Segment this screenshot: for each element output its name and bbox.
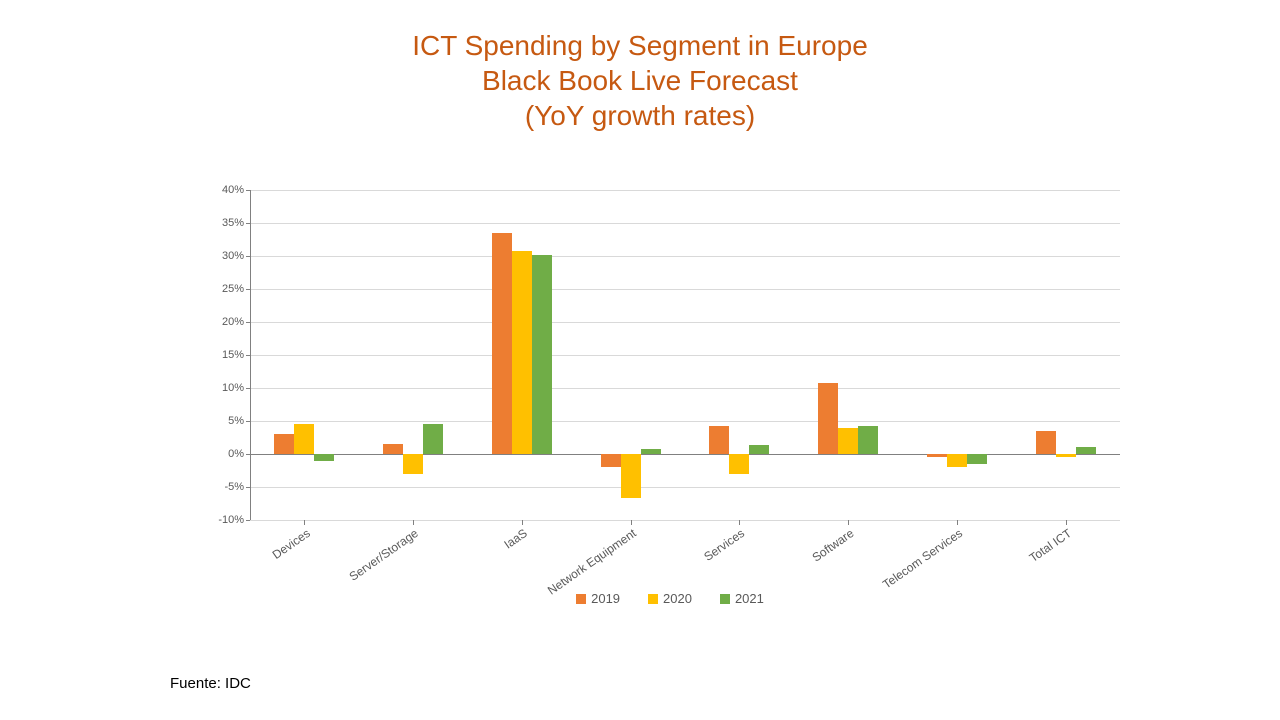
gridline — [250, 190, 1120, 191]
x-tick-mark — [1066, 520, 1067, 525]
bar — [709, 426, 729, 454]
y-tick-label: 10% — [222, 382, 250, 394]
y-tick-label: 25% — [222, 283, 250, 295]
legend-item: 2021 — [720, 590, 764, 606]
y-tick-label: -5% — [224, 481, 250, 493]
gridline — [250, 289, 1120, 290]
bar — [838, 428, 858, 454]
x-axis-label: Network Equipment — [545, 526, 639, 598]
title-line-3: (YoY growth rates) — [0, 98, 1280, 133]
gridline — [250, 487, 1120, 488]
legend-label: 2021 — [735, 591, 764, 606]
bar — [601, 454, 621, 467]
legend: 2019 2020 2021 — [200, 590, 1140, 606]
x-tick-mark — [631, 520, 632, 525]
bar — [1076, 447, 1096, 454]
bar — [512, 251, 532, 454]
gridline — [250, 223, 1120, 224]
zero-axis — [250, 454, 1120, 455]
bar — [858, 426, 878, 454]
legend-swatch — [576, 594, 586, 604]
y-tick-label: 30% — [222, 250, 250, 262]
chart-area: -10%-5%0%5%10%15%20%25%30%35%40%DevicesS… — [200, 190, 1140, 620]
x-axis-label: Services — [702, 526, 748, 564]
title-line-2: Black Book Live Forecast — [0, 63, 1280, 98]
legend-swatch — [720, 594, 730, 604]
bar — [423, 424, 443, 454]
gridline — [250, 355, 1120, 356]
x-tick-mark — [522, 520, 523, 525]
bar — [947, 454, 967, 467]
y-tick-label: 0% — [228, 448, 250, 460]
y-tick-label: 20% — [222, 316, 250, 328]
plot-area: -10%-5%0%5%10%15%20%25%30%35%40%DevicesS… — [250, 190, 1120, 520]
chart-title: ICT Spending by Segment in Europe Black … — [0, 0, 1280, 133]
gridline — [250, 520, 1120, 521]
legend-swatch — [648, 594, 658, 604]
legend-item: 2020 — [648, 590, 692, 606]
bar — [641, 449, 661, 454]
x-tick-mark — [413, 520, 414, 525]
bar — [967, 454, 987, 464]
bar — [383, 444, 403, 454]
gridline — [250, 388, 1120, 389]
x-axis-label: IaaS — [502, 526, 530, 552]
legend-label: 2020 — [663, 591, 692, 606]
bar — [492, 233, 512, 454]
legend-label: 2019 — [591, 591, 620, 606]
bar — [729, 454, 749, 474]
bar — [621, 454, 641, 498]
y-tick-label: 5% — [228, 415, 250, 427]
bar — [294, 424, 314, 454]
x-tick-mark — [957, 520, 958, 525]
x-tick-mark — [739, 520, 740, 525]
bar — [1036, 431, 1056, 454]
y-tick-label: -10% — [218, 514, 250, 526]
source-label: Fuente: IDC — [170, 675, 251, 692]
bar — [749, 445, 769, 454]
bar — [532, 255, 552, 454]
y-tick-label: 15% — [222, 349, 250, 361]
x-axis-label: Telecom Services — [880, 526, 965, 591]
x-tick-mark — [848, 520, 849, 525]
x-axis-label: Total ICT — [1026, 526, 1073, 565]
gridline — [250, 322, 1120, 323]
x-axis-label: Devices — [269, 526, 312, 562]
x-axis-label: Software — [809, 526, 856, 565]
bar — [927, 454, 947, 457]
bar — [314, 454, 334, 461]
gridline — [250, 256, 1120, 257]
bar — [403, 454, 423, 474]
x-axis-label: Server/Storage — [347, 526, 421, 584]
bar — [274, 434, 294, 454]
legend-item: 2019 — [576, 590, 620, 606]
y-tick-label: 40% — [222, 184, 250, 196]
y-tick-label: 35% — [222, 217, 250, 229]
x-tick-mark — [304, 520, 305, 525]
bar — [818, 383, 838, 454]
title-line-1: ICT Spending by Segment in Europe — [0, 28, 1280, 63]
y-axis-line — [250, 190, 251, 520]
bar — [1056, 454, 1076, 457]
gridline — [250, 421, 1120, 422]
